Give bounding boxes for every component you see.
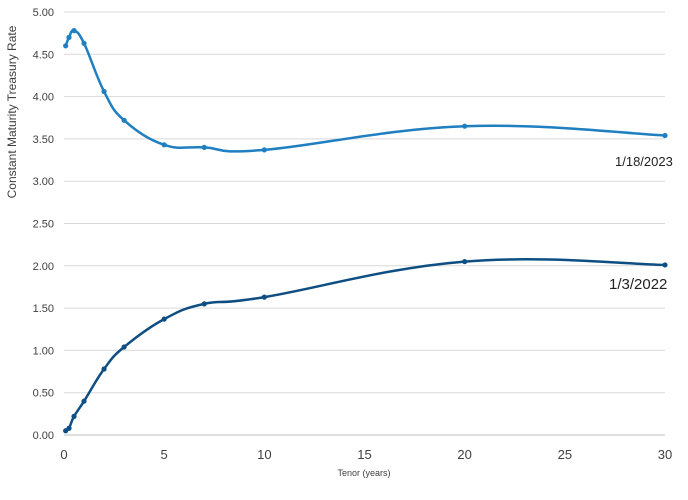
x-tick-label: 10 xyxy=(257,447,271,462)
data-point xyxy=(261,294,267,300)
y-tick-label: 2.00 xyxy=(33,261,54,273)
data-point xyxy=(121,344,127,350)
y-tick-label: 5.00 xyxy=(33,7,54,19)
y-axis-ticks: 0.00 0.50 1.00 1.50 2.00 2.50 3.00 3.50 4.00 4.50… xyxy=(33,7,54,442)
y-tick-label: 3.50 xyxy=(33,134,54,146)
data-point xyxy=(201,144,207,150)
data-point xyxy=(161,316,167,322)
y-tick-label: 4.00 xyxy=(33,92,54,104)
y-axis-title: Constant Maturity Treasury Rate xyxy=(5,25,19,198)
data-point xyxy=(662,262,668,268)
series-label-1-3-2022: 1/3/2022 xyxy=(609,276,667,293)
y-tick-label: 3.00 xyxy=(33,176,54,188)
data-point xyxy=(66,425,72,431)
series-label-1-18-2023: 1/18/2023 xyxy=(615,154,673,169)
x-axis-ticks: 0 5 10 15 20 25 30 xyxy=(60,447,672,462)
data-point xyxy=(462,258,468,265)
data-point xyxy=(261,147,267,153)
data-point xyxy=(71,413,77,419)
data-point xyxy=(121,117,127,123)
series-points xyxy=(63,28,668,434)
data-point xyxy=(81,398,87,404)
x-tick-label: 0 xyxy=(60,447,67,462)
y-tick-label: 4.50 xyxy=(33,49,54,61)
x-tick-label: 20 xyxy=(457,447,471,462)
data-point xyxy=(101,88,107,95)
data-point xyxy=(101,366,107,372)
y-tick-label: 0.50 xyxy=(33,388,54,400)
data-point xyxy=(66,34,72,40)
data-point xyxy=(63,43,69,49)
data-point xyxy=(662,132,668,139)
x-tick-label: 5 xyxy=(161,447,168,462)
data-point xyxy=(161,142,167,148)
y-tick-label: 1.50 xyxy=(33,303,54,315)
gridlines xyxy=(64,11,665,394)
data-point xyxy=(201,301,207,307)
data-point xyxy=(81,40,87,46)
y-tick-label: 1.00 xyxy=(33,345,54,357)
y-tick-label: 2.50 xyxy=(33,219,54,231)
y-tick-label: 0.00 xyxy=(33,430,54,442)
data-point xyxy=(71,28,77,34)
x-tick-label: 25 xyxy=(558,447,572,462)
x-axis-title: Tenor (years) xyxy=(337,468,390,478)
x-tick-label: 15 xyxy=(357,447,371,462)
x-tick-label: 30 xyxy=(658,447,672,462)
data-point xyxy=(462,123,468,129)
